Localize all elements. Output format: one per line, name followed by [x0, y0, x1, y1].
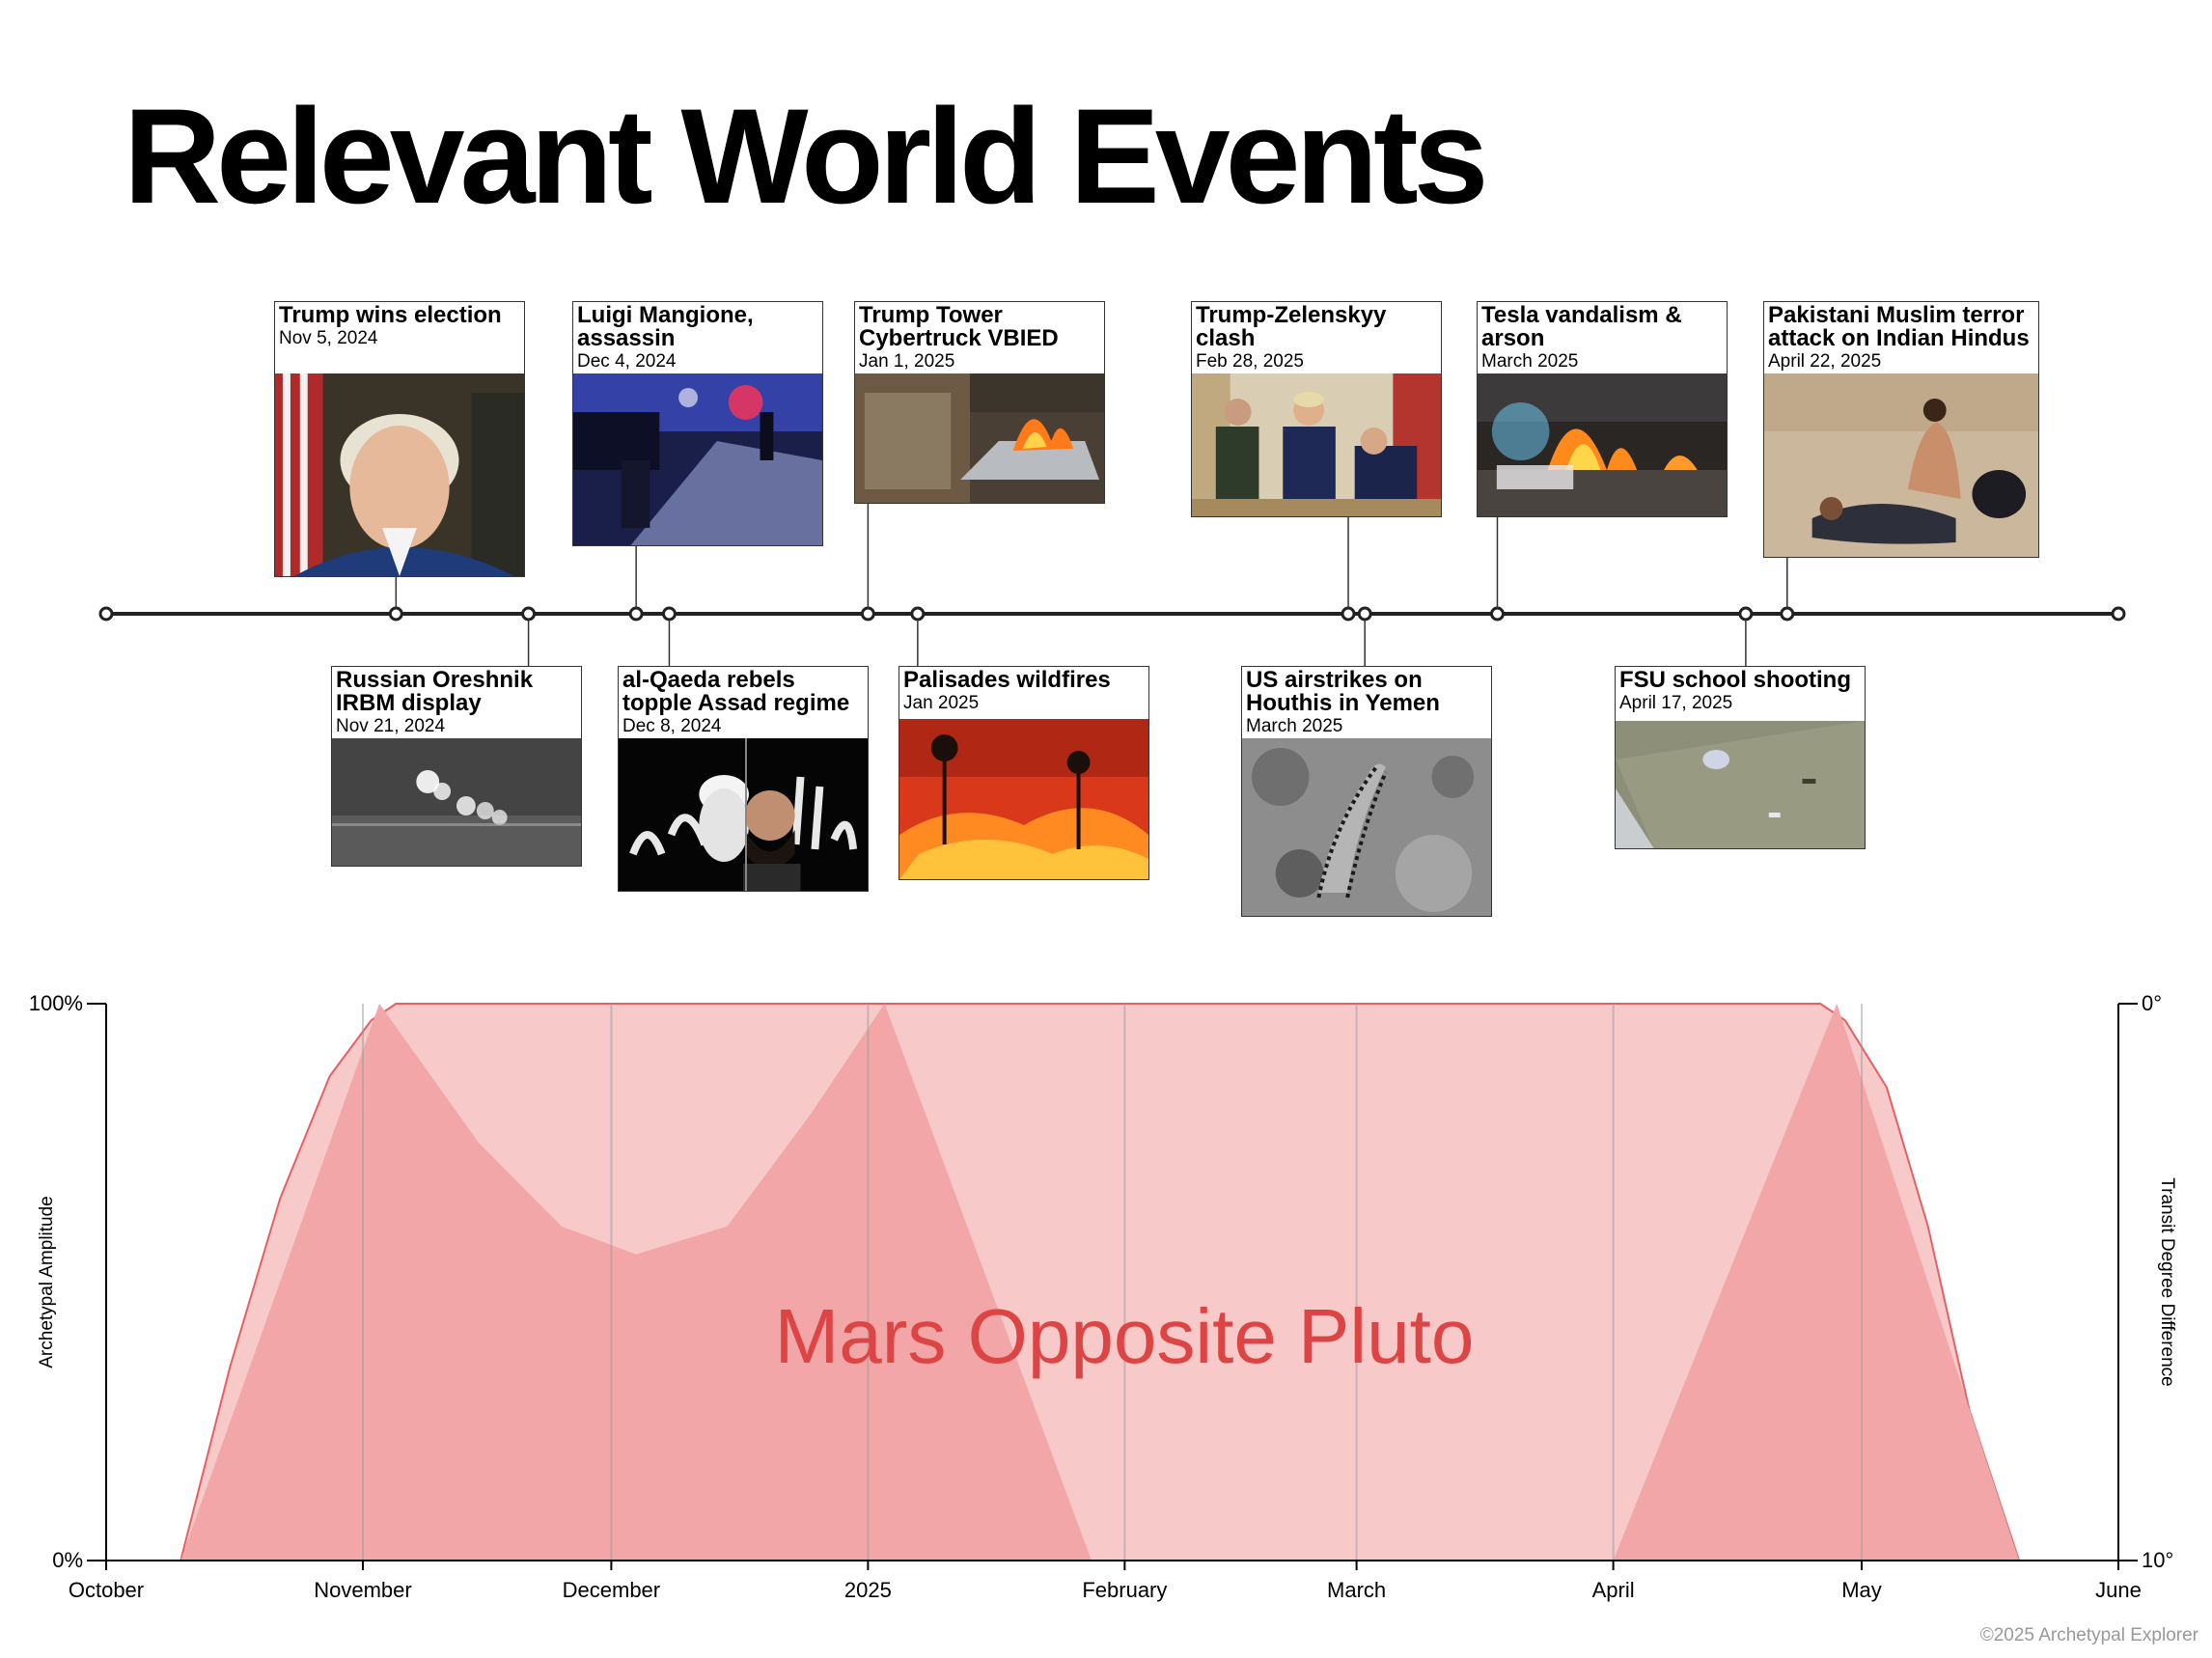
event-card: Trump Tower Cybertruck VBIED Jan 1, 2025 — [854, 301, 1105, 504]
page-title: Relevant World Events — [124, 80, 1489, 232]
event-title: Trump wins election — [279, 302, 502, 328]
degree-difference-area — [180, 1004, 2020, 1561]
event-card: FSU school shooting April 17, 2025 — [1615, 666, 1866, 849]
event-date: Nov 21, 2024 — [336, 716, 446, 736]
event-title: Luigi Mangione, assassin — [577, 302, 754, 351]
meadow-photo — [1764, 373, 2038, 557]
oval-office-photo — [1192, 373, 1441, 516]
rebel-leader-photo — [619, 738, 868, 891]
event-card: al-Qaeda rebels topple Assad regime Dec 8… — [618, 666, 869, 892]
event-title: Palisades wildfires — [903, 667, 1111, 693]
x-tick-label: 2025 — [844, 1578, 892, 1602]
campus-lawn-photo — [1616, 721, 1865, 848]
event-date: Nov 5, 2024 — [279, 328, 378, 348]
x-tick-label: May — [1841, 1578, 1882, 1602]
aerial-strike-photo — [1242, 738, 1491, 916]
y-left-tick-label: 0% — [52, 1548, 83, 1572]
wildfire-photo — [899, 719, 1148, 879]
event-title: Trump Tower Cybertruck VBIED — [859, 302, 1059, 351]
event-card: Luigi Mangione, assassin Dec 4, 2024 — [572, 301, 823, 546]
event-card: US airstrikes on Houthis in Yemen March 2… — [1241, 666, 1492, 917]
x-tick-label: February — [1082, 1578, 1167, 1602]
event-title: US airstrikes on Houthis in Yemen — [1246, 667, 1440, 716]
y-right-tick-label: 10° — [2142, 1548, 2173, 1572]
y-right-tick-label: 0° — [2142, 991, 2162, 1015]
event-card: Trump-Zelenskyy clash Feb 28, 2025 — [1191, 301, 1442, 517]
event-title: FSU school shooting — [1619, 667, 1851, 693]
event-date: Feb 28, 2025 — [1196, 351, 1304, 372]
x-tick-label: April — [1592, 1578, 1635, 1602]
event-card: Trump wins election Nov 5, 2024 — [274, 301, 525, 577]
event-date: Jan 2025 — [903, 693, 980, 713]
event-title: Russian Oreshnik IRBM display — [336, 667, 534, 716]
portrait-photo — [275, 373, 524, 576]
event-date: Jan 1, 2025 — [859, 351, 955, 372]
x-tick-label: October — [69, 1578, 144, 1602]
copyright-notice: ©2025 Archetypal Explorer — [1979, 1625, 2198, 1645]
event-title: Trump-Zelenskyy clash — [1196, 302, 1387, 351]
y-left-axis-title: Archetypal Amplitude — [37, 1196, 57, 1368]
event-date: April 17, 2025 — [1619, 693, 1733, 713]
x-tick-label: December — [563, 1578, 660, 1602]
event-date: March 2025 — [1246, 716, 1343, 736]
timeline-marker — [2111, 606, 2126, 622]
timeline — [98, 504, 2126, 666]
event-date: April 22, 2025 — [1768, 351, 1882, 372]
y-left-tick-label: 100% — [29, 991, 83, 1015]
event-title: al-Qaeda rebels topple Assad regime — [622, 667, 850, 716]
missile-lights-photo — [332, 738, 581, 866]
night-street-photo — [573, 373, 822, 545]
event-date: Dec 8, 2024 — [622, 716, 722, 736]
timeline-marker — [98, 606, 114, 622]
cybertruck-fire-photo — [855, 373, 1104, 503]
x-tick-label: June — [2095, 1578, 2142, 1602]
event-card: Russian Oreshnik IRBM display Nov 21, 202… — [331, 666, 582, 867]
event-card: Pakistani Muslim terror attack on Indian… — [1763, 301, 2039, 558]
y-right-axis-title: Transit Degree Difference — [2157, 1177, 2177, 1387]
event-date: March 2025 — [1481, 351, 1579, 372]
event-card: Tesla vandalism & arson March 2025 — [1477, 301, 1728, 517]
x-tick-label: March — [1327, 1578, 1386, 1602]
x-tick-label: November — [314, 1578, 411, 1602]
event-card: Palisades wildfires Jan 2025 — [899, 666, 1149, 880]
aspect-label: Mars Opposite Pluto — [775, 1293, 1475, 1379]
car-fire-photo — [1478, 373, 1727, 516]
event-title: Pakistani Muslim terror attack on Indian… — [1768, 302, 2030, 351]
event-date: Dec 4, 2024 — [577, 351, 677, 372]
event-title: Tesla vandalism & arson — [1481, 302, 1682, 351]
